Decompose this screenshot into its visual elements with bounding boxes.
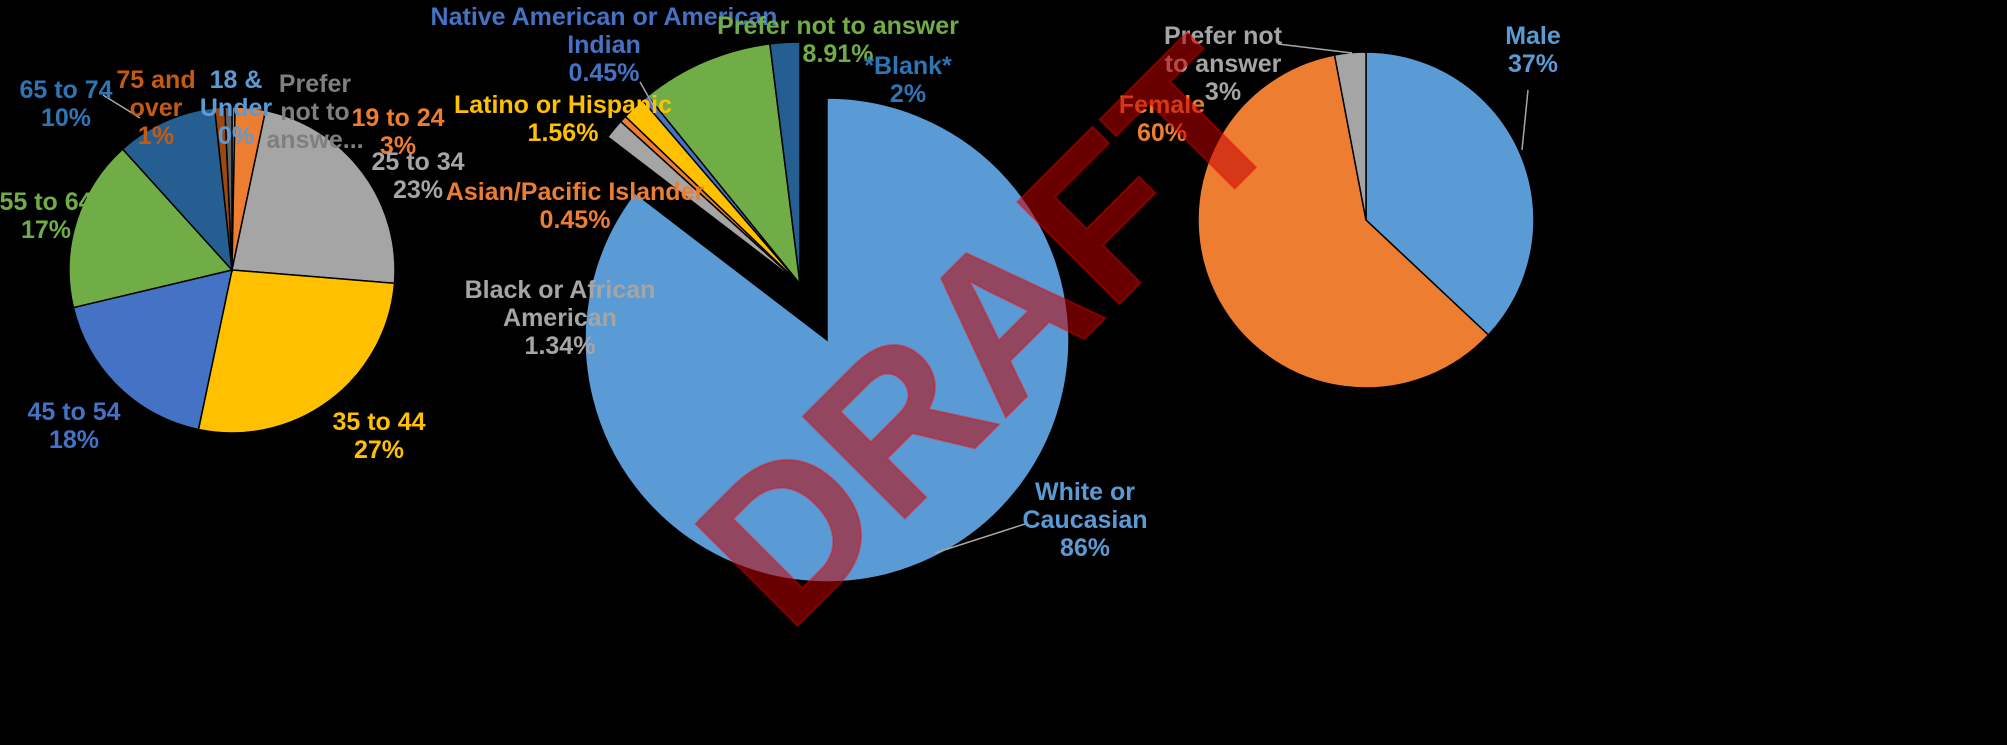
race-label-asian-pacific-islander: Asian/Pacific Islander 0.45% <box>446 178 705 234</box>
race-slice-blank <box>769 41 801 285</box>
age-slice-45-to-54 <box>72 268 233 431</box>
race-leader-line-white-or-caucasian <box>934 522 1029 554</box>
age-label-75-and-over: 75 and over 1% <box>116 66 195 150</box>
age-label-prefer-not-to-answer: Prefer not to answe... <box>266 70 363 154</box>
race-label-white-or-caucasian: White or Caucasian 86% <box>1022 478 1147 562</box>
gender-leader-line-male <box>1521 89 1529 151</box>
race-slice-prefer-not-to-answer <box>646 43 802 287</box>
age-label-55-to-64: 55 to 64 17% <box>0 188 93 244</box>
age-label-65-to-74: 65 to 74 10% <box>19 76 112 132</box>
age-label-35-to-44: 35 to 44 27% <box>332 408 425 464</box>
age-label-45-to-54: 45 to 54 18% <box>27 398 120 454</box>
age-label-25-to-34: 25 to 34 23% <box>371 148 464 204</box>
gender-pie-chart: Male 37% Female 60%Prefer not to answer 3% <box>1119 22 1561 389</box>
race-label-native-american-or-american-indian: Native American or American Indian 0.45% <box>431 3 778 87</box>
race-leader-line-native-american-or-american-indian <box>639 81 657 111</box>
age-slice-25-to-34 <box>231 109 396 285</box>
gender-slice-female <box>1197 54 1490 389</box>
gender-leader-line-prefer-not-to-answer <box>1277 43 1353 54</box>
race-label-latino-or-hispanic: Latino or Hispanic 1.56% <box>454 91 672 147</box>
gender-slice-male <box>1365 51 1535 337</box>
age-label-18-under: 18 & Under 0% <box>200 66 273 150</box>
gender-label-prefer-not-to-answer: Prefer not to answer 3% <box>1164 22 1283 106</box>
gender-label-male: Male 37% <box>1505 22 1561 78</box>
gender-label-female: Female 60% <box>1119 91 1205 147</box>
race-slice-white-or-caucasian <box>584 97 1070 583</box>
race-pie-chart: White or Caucasian 86% Black or African Amer… <box>431 3 1148 583</box>
age-label-19-to-24: 19 to 24 3% <box>351 104 444 160</box>
race-label-black-or-african-american: Black or African American 1.34% <box>465 276 656 360</box>
age-pie-chart: 18 & Under 0% 19 to 24 3%25 to 34 23% 35 to 44… <box>0 66 465 464</box>
race-label-prefer-not-to-answer: Prefer not to answer 8.91% <box>717 12 959 68</box>
age-slice-35-to-44 <box>197 269 396 434</box>
age-leader-line-65-to-74 <box>102 94 141 119</box>
race-label-blank: *Blank* 2% <box>864 52 952 108</box>
age-slice-55-to-64 <box>68 148 234 309</box>
age-slice-65-to-74 <box>121 107 233 273</box>
age-slice-prefer-not-to-answer <box>224 106 233 271</box>
